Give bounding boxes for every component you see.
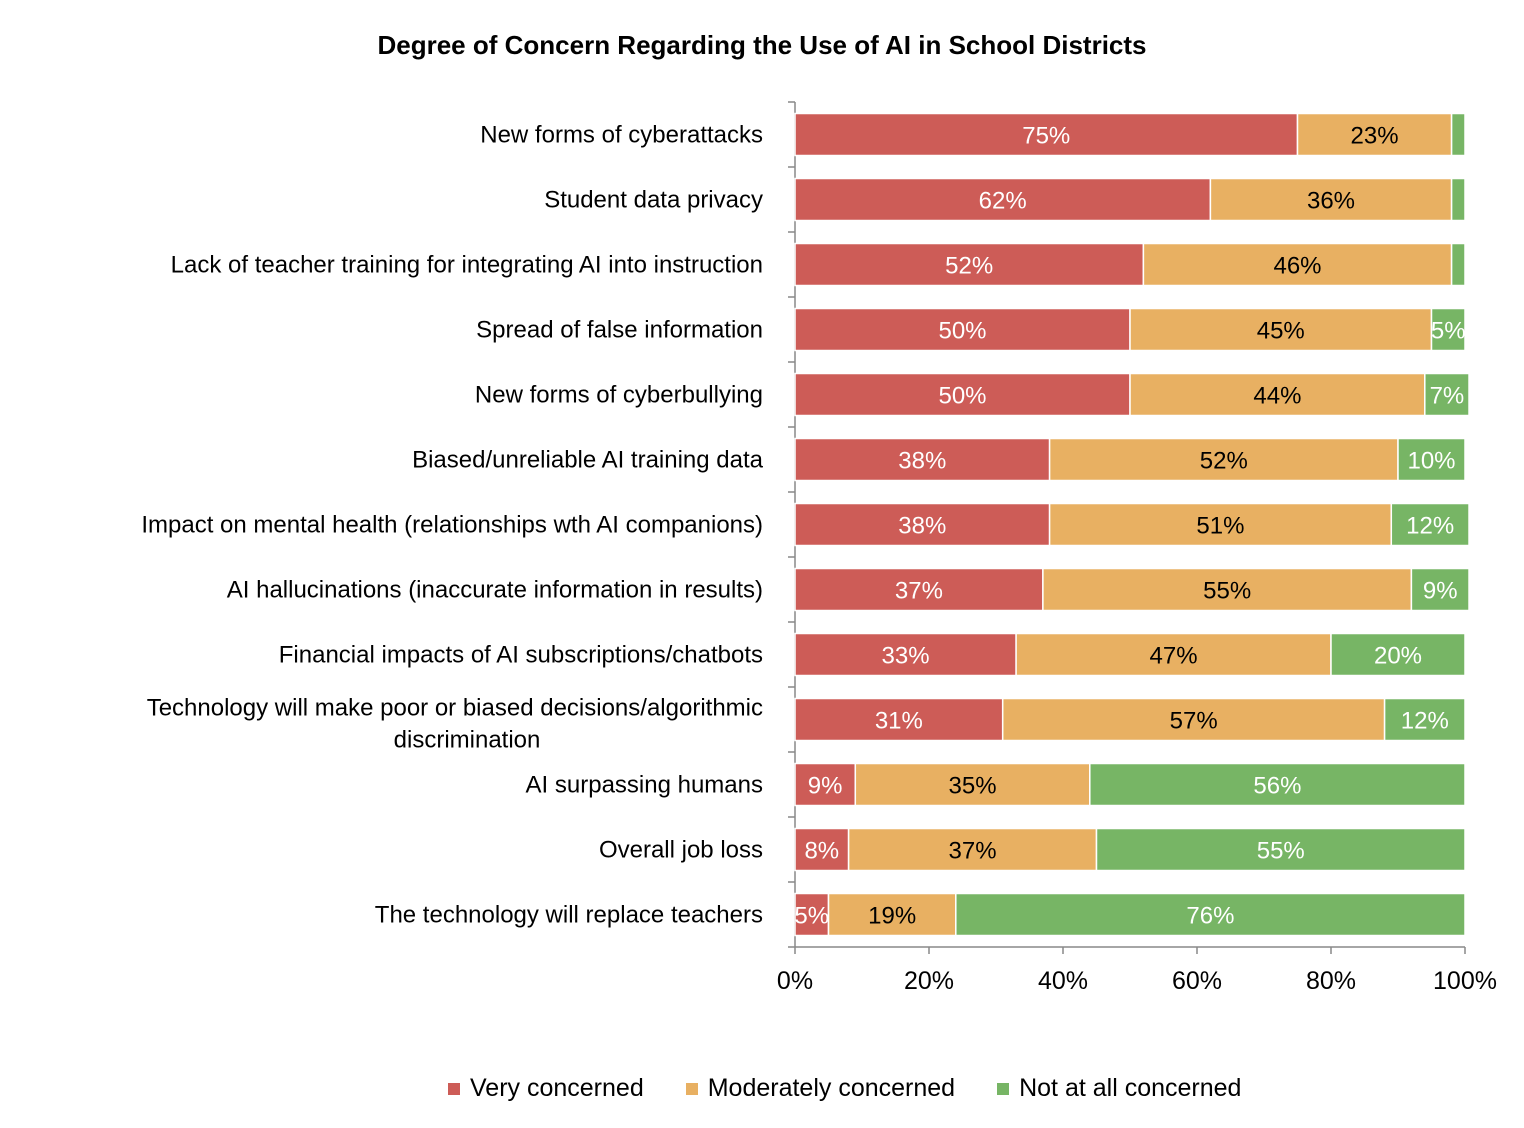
bar-moderately-concerned-financial-impacts-of-ai-subscriptions-chatbots xyxy=(1015,632,1332,677)
bar-very-concerned-student-data-privacy xyxy=(794,177,1212,222)
data-label-moderately-concerned: 35% xyxy=(949,773,997,800)
data-label-very-concerned: 52% xyxy=(945,253,993,280)
legend-swatch-not-at-all-concerned xyxy=(997,1082,1010,1095)
bar-moderately-concerned-ai-surpassing-humans xyxy=(854,762,1091,807)
data-label-not-at-all-concerned: 9% xyxy=(1423,578,1458,605)
data-label-not-at-all-concerned: 56% xyxy=(1253,773,1301,800)
category-label-overall-job-loss: Overall job loss xyxy=(599,837,763,864)
data-label-not-at-all-concerned: 7% xyxy=(1430,383,1465,410)
data-label-very-concerned: 38% xyxy=(898,448,946,475)
data-label-very-concerned: 62% xyxy=(979,188,1027,215)
bar-moderately-concerned-lack-of-teacher-training-for-integrating-ai-into-instruction xyxy=(1142,242,1453,287)
bar-moderately-concerned-overall-job-loss xyxy=(847,827,1098,872)
bar-very-concerned-ai-hallucinations-inaccurate-information-in-results xyxy=(794,567,1044,612)
bar-moderately-concerned-spread-of-false-information xyxy=(1129,307,1433,352)
bar-not-at-all-concerned-lack-of-teacher-training-for-integrating-ai-into-instruction xyxy=(1450,242,1466,287)
bar-moderately-concerned-new-forms-of-cyberattacks xyxy=(1296,112,1453,157)
category-label-lack-of-teacher-training-for-integrating-ai-into-instruction: Lack of teacher training for integrating… xyxy=(171,252,763,279)
bar-not-at-all-concerned-technology-will-make-poor-or-biased-decisions-algorithmic-discrimination xyxy=(1383,697,1466,742)
legend: Very concerned Moderately concerned Not … xyxy=(448,1074,1241,1103)
data-label-not-at-all-concerned: 55% xyxy=(1257,838,1305,865)
bar-not-at-all-concerned-spread-of-false-information xyxy=(1430,307,1466,352)
chart-title: Degree of Concern Regarding the Use of A… xyxy=(377,30,1147,60)
category-label-technology-will-make-poor-or-biased-decisions-algorithmic-discrimination: Technology will make poor or biased deci… xyxy=(147,695,763,754)
bar-very-concerned-spread-of-false-information xyxy=(794,307,1131,352)
bar-not-at-all-concerned-ai-surpassing-humans xyxy=(1089,762,1466,807)
data-label-very-concerned: 33% xyxy=(882,643,930,670)
data-label-moderately-concerned: 44% xyxy=(1253,383,1301,410)
bar-moderately-concerned-student-data-privacy xyxy=(1209,177,1453,222)
data-label-not-at-all-concerned: 12% xyxy=(1406,513,1454,540)
category-label-ai-surpassing-humans: AI surpassing humans xyxy=(526,772,763,799)
data-label-moderately-concerned: 45% xyxy=(1257,318,1305,345)
data-label-not-at-all-concerned: 5% xyxy=(1431,318,1466,345)
data-label-moderately-concerned: 37% xyxy=(949,838,997,865)
data-label-not-at-all-concerned: 76% xyxy=(1186,903,1234,930)
bar-very-concerned-the-technology-will-replace-teachers xyxy=(794,892,830,937)
category-label-biased-unreliable-ai-training-data: Biased/unreliable AI training data xyxy=(412,447,764,474)
data-label-very-concerned: 5% xyxy=(794,903,829,930)
data-label-moderately-concerned: 57% xyxy=(1170,708,1218,735)
data-label-moderately-concerned: 52% xyxy=(1200,448,1248,475)
bar-not-at-all-concerned-overall-job-loss xyxy=(1095,827,1466,872)
bar-not-at-all-concerned-impact-on-mental-health-relationships-wth-ai-companions xyxy=(1390,502,1470,547)
data-label-very-concerned: 50% xyxy=(938,383,986,410)
data-label-moderately-concerned: 55% xyxy=(1203,578,1251,605)
category-label-financial-impacts-of-ai-subscriptions-chatbots: Financial impacts of AI subscriptions/ch… xyxy=(279,642,763,669)
legend-label-very-concerned: Very concerned xyxy=(470,1074,644,1102)
category-label-spread-of-false-information: Spread of false information xyxy=(476,317,763,344)
bar-very-concerned-ai-surpassing-humans xyxy=(794,762,857,807)
data-label-not-at-all-concerned: 10% xyxy=(1407,448,1455,475)
x-tick-label: 20% xyxy=(904,967,954,995)
category-label-new-forms-of-cyberattacks: New forms of cyberattacks xyxy=(480,122,763,149)
data-label-moderately-concerned: 51% xyxy=(1196,513,1244,540)
data-label-very-concerned: 50% xyxy=(938,318,986,345)
data-label-very-concerned: 8% xyxy=(804,838,839,865)
x-tick-label: 0% xyxy=(777,967,813,995)
category-label-new-forms-of-cyberbullying: New forms of cyberbullying xyxy=(475,382,763,409)
x-tick-label: 60% xyxy=(1172,967,1222,995)
bar-very-concerned-new-forms-of-cyberbullying xyxy=(794,372,1131,417)
bar-moderately-concerned-the-technology-will-replace-teachers xyxy=(827,892,957,937)
category-label-ai-hallucinations-inaccurate-information-in-results: AI hallucinations (inaccurate informatio… xyxy=(227,577,763,604)
bar-very-concerned-new-forms-of-cyberattacks xyxy=(794,112,1299,157)
bar-very-concerned-biased-unreliable-ai-training-data xyxy=(794,437,1051,482)
bar-not-at-all-concerned-new-forms-of-cyberbullying xyxy=(1424,372,1470,417)
x-tick-label: 80% xyxy=(1306,967,1356,995)
x-tick-label: 40% xyxy=(1038,967,1088,995)
data-label-very-concerned: 37% xyxy=(895,578,943,605)
bar-not-at-all-concerned-new-forms-of-cyberattacks xyxy=(1450,112,1466,157)
bar-not-at-all-concerned-biased-unreliable-ai-training-data xyxy=(1397,437,1466,482)
legend-label-moderately-concerned: Moderately concerned xyxy=(707,1074,956,1102)
data-label-not-at-all-concerned: 12% xyxy=(1401,708,1449,735)
legend-swatch-very-concerned xyxy=(448,1082,460,1095)
category-label-student-data-privacy: Student data privacy xyxy=(544,187,763,214)
data-label-moderately-concerned: 23% xyxy=(1351,123,1399,150)
bar-not-at-all-concerned-ai-hallucinations-inaccurate-information-in-results xyxy=(1410,567,1470,612)
bar-moderately-concerned-impact-on-mental-health-relationships-wth-ai-companions xyxy=(1048,502,1393,547)
bar-moderately-concerned-new-forms-of-cyberbullying xyxy=(1129,372,1426,417)
category-label-the-technology-will-replace-teachers: The technology will replace teachers xyxy=(375,902,763,929)
data-label-moderately-concerned: 36% xyxy=(1307,188,1355,215)
data-label-very-concerned: 38% xyxy=(898,513,946,540)
bar-not-at-all-concerned-financial-impacts-of-ai-subscriptions-chatbots xyxy=(1330,632,1466,677)
legend-swatch-moderately-concerned xyxy=(685,1082,698,1095)
data-label-moderately-concerned: 46% xyxy=(1273,253,1321,280)
bar-moderately-concerned-technology-will-make-poor-or-biased-decisions-algorithmic-discrimination xyxy=(1001,697,1386,742)
x-tick-label: 100% xyxy=(1433,967,1497,995)
data-label-very-concerned: 31% xyxy=(875,708,923,735)
category-label-impact-on-mental-health-relationships-wth-ai-companions: Impact on mental health (relationships w… xyxy=(141,512,763,539)
bar-not-at-all-concerned-the-technology-will-replace-teachers xyxy=(955,892,1466,937)
data-label-moderately-concerned: 19% xyxy=(868,903,916,930)
bar-not-at-all-concerned-student-data-privacy xyxy=(1450,177,1466,222)
data-label-moderately-concerned: 47% xyxy=(1150,643,1198,670)
data-label-not-at-all-concerned: 20% xyxy=(1374,643,1422,670)
legend-label-not-at-all-concerned: Not at all concerned xyxy=(1019,1074,1242,1102)
data-label-very-concerned: 75% xyxy=(1022,123,1070,150)
bar-moderately-concerned-biased-unreliable-ai-training-data xyxy=(1048,437,1399,482)
data-label-very-concerned: 9% xyxy=(808,773,843,800)
